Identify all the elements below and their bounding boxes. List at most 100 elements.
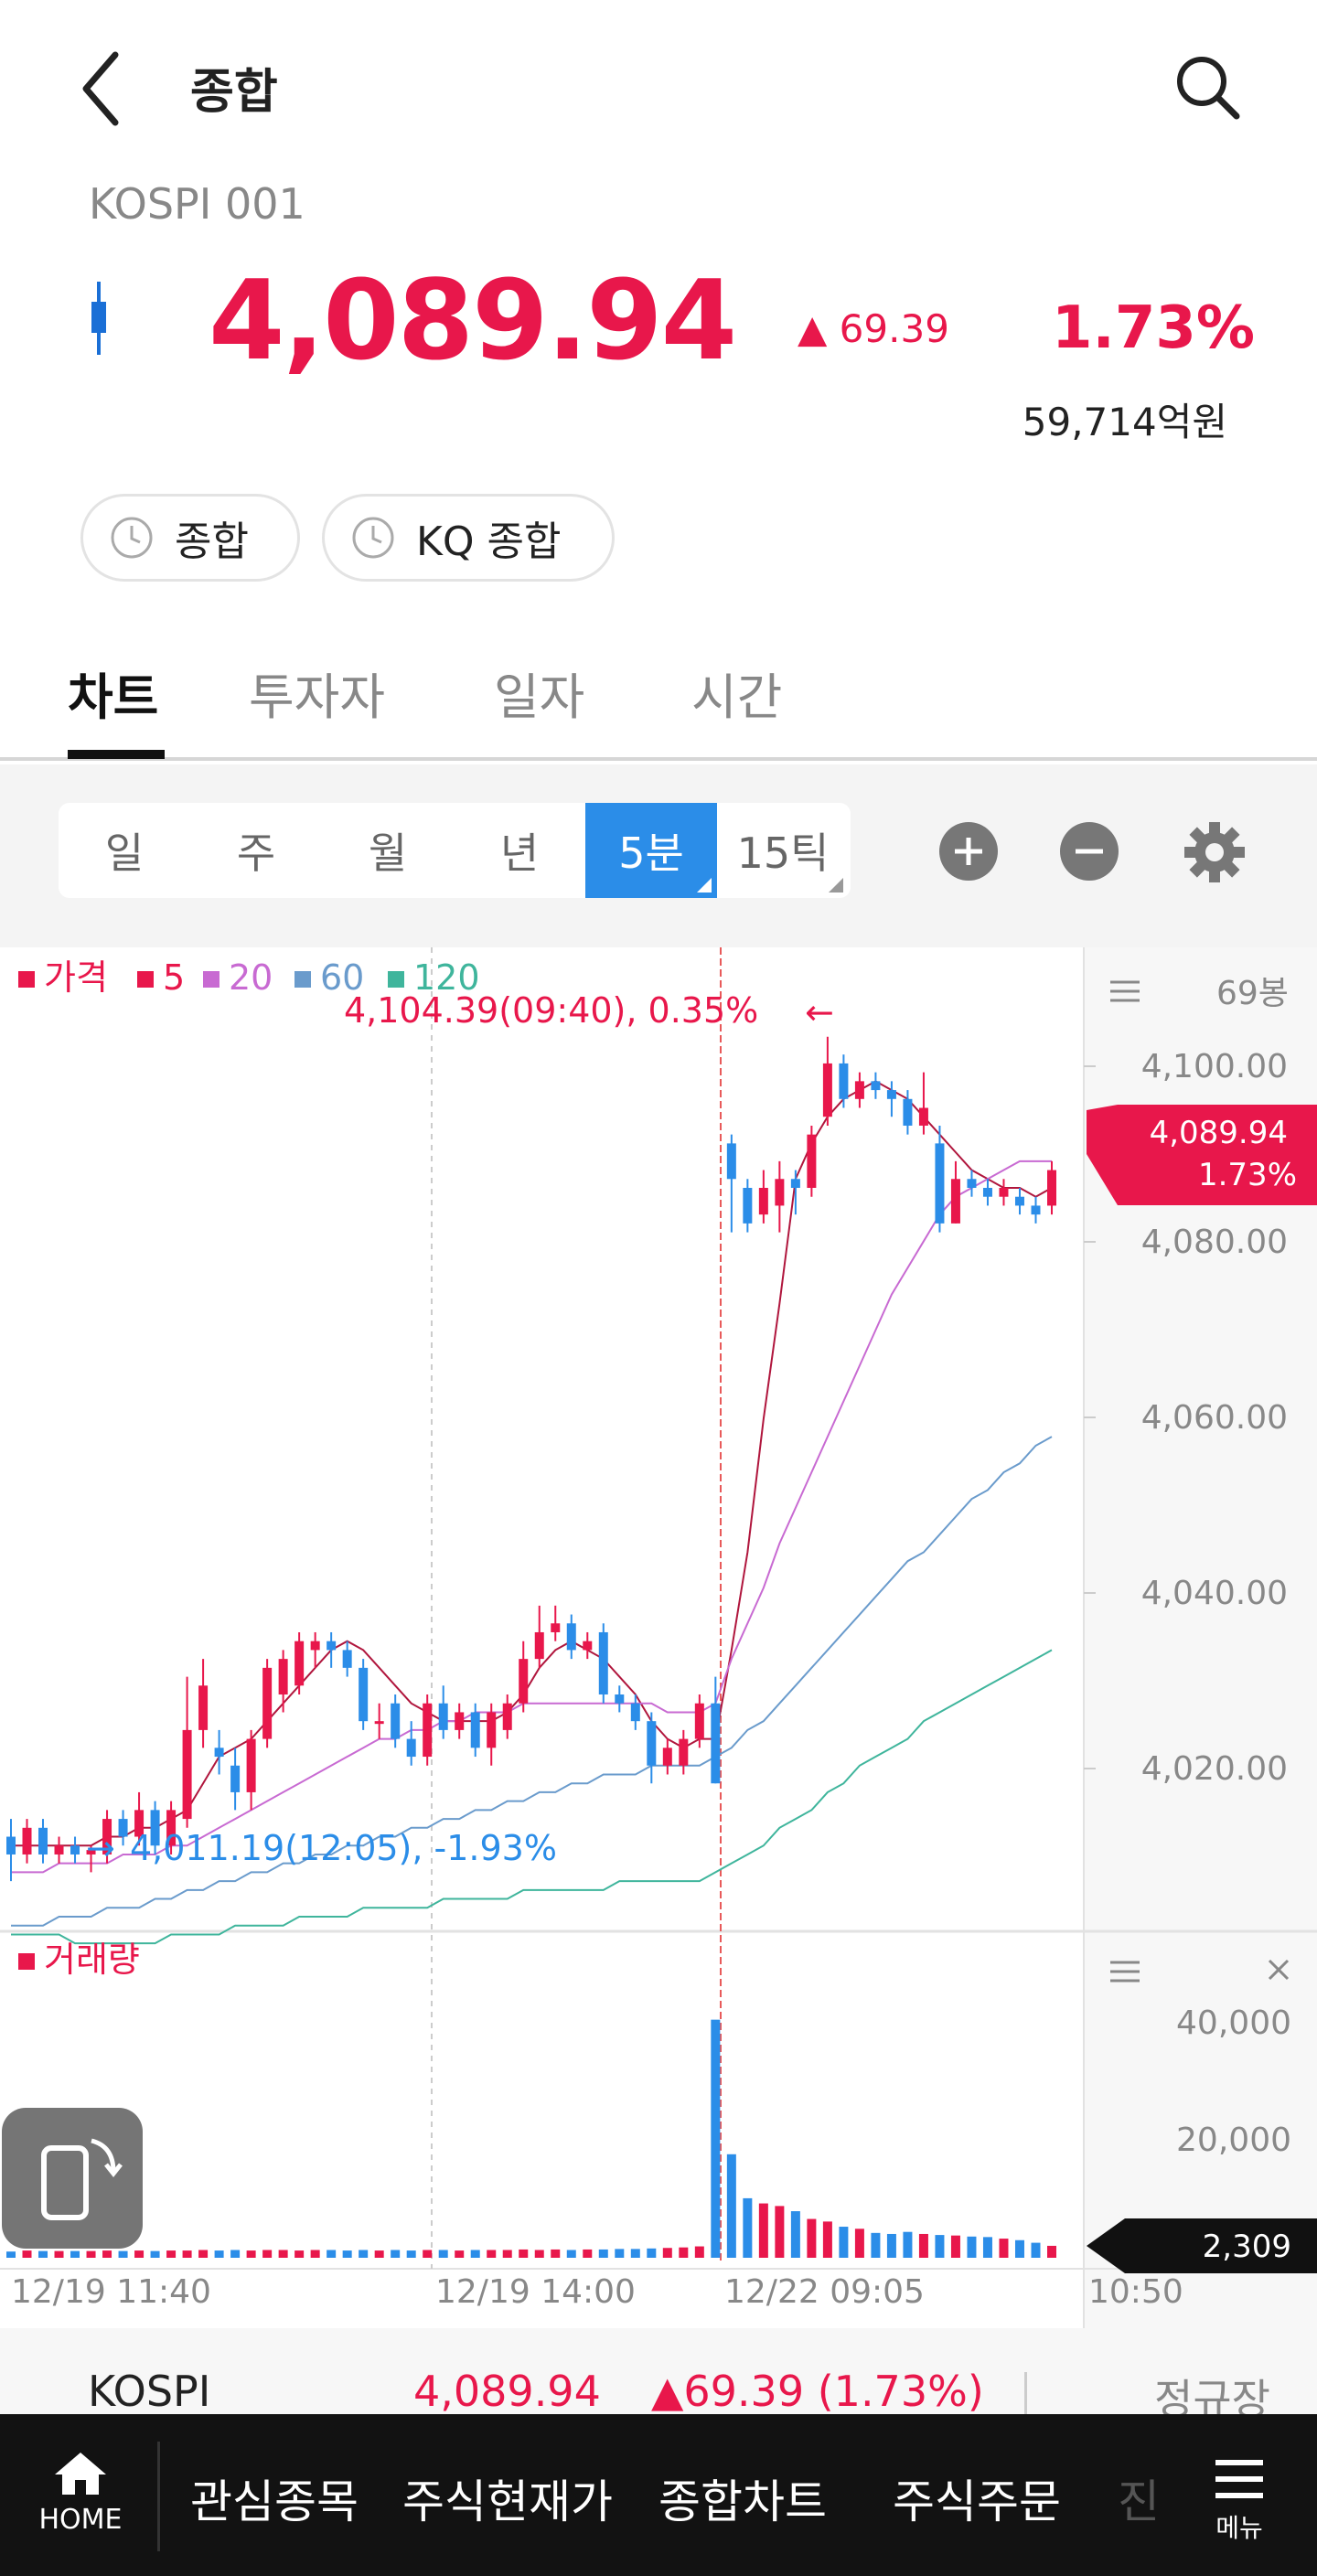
low-annotation: 4,011.19(12:05), -1.93% xyxy=(130,1828,557,1868)
volume-bar xyxy=(583,2249,593,2258)
candle-body xyxy=(278,1659,288,1695)
divider xyxy=(1024,2372,1027,2418)
tab-chart[interactable]: 차트 xyxy=(68,668,159,726)
period-month[interactable]: 월 xyxy=(322,803,454,898)
volume-bar xyxy=(854,2229,864,2258)
volume-bar xyxy=(950,2235,960,2258)
candle-body xyxy=(999,1187,1009,1197)
period-day[interactable]: 일 xyxy=(59,803,190,898)
volume-bar xyxy=(982,2237,992,2258)
candle-body xyxy=(86,1850,96,1855)
candle-body xyxy=(374,1721,384,1725)
zoom-in-icon[interactable] xyxy=(938,821,999,882)
vol-tick: 40,000 xyxy=(1176,2004,1291,2042)
current-price-label: 4,089.94 xyxy=(1150,1115,1288,1151)
active-tab-indicator xyxy=(68,750,165,759)
volume-menu-icon[interactable] xyxy=(1110,1961,1140,1983)
nav-more[interactable]: 진 xyxy=(1118,2475,1160,2528)
chip-kq-composite[interactable]: KQ 종합 xyxy=(322,494,615,582)
candle-body xyxy=(294,1641,305,1686)
tab-time[interactable]: 시간 xyxy=(691,668,783,726)
candle-body xyxy=(455,1712,465,1730)
close-volume-icon[interactable] xyxy=(1268,1959,1290,1981)
chart-menu-icon[interactable] xyxy=(1110,980,1140,1002)
nav-watchlist[interactable]: 관심종목 xyxy=(190,2475,359,2528)
volume-bar xyxy=(294,2250,305,2258)
candle-body xyxy=(647,1721,657,1766)
ma60-line xyxy=(11,1436,1053,1927)
nav-separator xyxy=(157,2442,160,2551)
volume-bar xyxy=(694,2246,704,2258)
search-icon[interactable] xyxy=(1171,50,1244,123)
volume-bar xyxy=(886,2233,896,2258)
volume-bar xyxy=(342,2250,352,2258)
nav-stock-order[interactable]: 주식주문 xyxy=(893,2475,1061,2528)
current-price-tag xyxy=(1087,1105,1317,1205)
rotate-screen-button[interactable] xyxy=(2,2108,143,2249)
settings-gear-icon[interactable] xyxy=(1183,821,1246,883)
candle-body xyxy=(854,1081,864,1099)
candle-body xyxy=(406,1738,416,1758)
nav-home[interactable]: HOME xyxy=(35,2451,126,2551)
tab-investor[interactable]: 투자자 xyxy=(249,668,386,726)
volume-bar xyxy=(918,2233,928,2258)
volume-bar xyxy=(807,2218,817,2258)
chip-label: 종합 xyxy=(175,518,249,565)
volume-bar xyxy=(6,2251,16,2258)
candle-body xyxy=(950,1179,960,1224)
volume-bar xyxy=(310,2250,320,2258)
candle-body xyxy=(903,1098,913,1126)
period-year[interactable]: 년 xyxy=(454,803,585,898)
current-volume-tag xyxy=(1087,2218,1317,2273)
rotate-phone-icon xyxy=(41,2138,123,2220)
ma5-line xyxy=(11,1080,1053,1847)
period-15tick[interactable]: 15틱 xyxy=(717,803,849,898)
vol-tick: 20,000 xyxy=(1176,2122,1291,2159)
clock-icon xyxy=(352,517,394,559)
candle-body xyxy=(327,1641,337,1651)
candle-body xyxy=(70,1845,80,1855)
period-selector: 일 주 월 년 5분 15틱 xyxy=(59,803,851,898)
x-label: 12/19 14:00 xyxy=(435,2273,636,2311)
candles xyxy=(6,1036,1056,1882)
price-change-value: 69.39 xyxy=(839,306,949,351)
candlestick-chart[interactable]: 가격 5 20 60 120 69봉 4,104.39(09:40), 0.35… xyxy=(0,947,1317,2328)
nav-composite-chart[interactable]: 종합차트 xyxy=(658,2475,827,2528)
candle-body xyxy=(22,1827,32,1855)
period-label: 15틱 xyxy=(736,828,830,878)
candle-body xyxy=(438,1703,448,1730)
volume-bar xyxy=(327,2250,337,2258)
volume-bar xyxy=(278,2250,288,2258)
zoom-out-icon[interactable] xyxy=(1059,821,1119,882)
back-arrow-icon[interactable] xyxy=(75,48,130,130)
page-title: 종합 xyxy=(190,65,278,120)
tab-date[interactable]: 일자 xyxy=(494,668,585,726)
candle-body xyxy=(150,1810,160,1846)
candle-body xyxy=(807,1134,817,1188)
nav-menu[interactable]: 메뉴 xyxy=(1198,2456,1280,2557)
nav-current-price[interactable]: 주식현재가 xyxy=(402,2475,613,2528)
current-price: 4,089.94 xyxy=(209,258,737,385)
volume-bar xyxy=(775,2206,785,2258)
volume-bar xyxy=(38,2250,48,2258)
volume-bars xyxy=(6,2019,1056,2258)
nav-home-label: HOME xyxy=(38,2504,123,2536)
volume-bar xyxy=(935,2235,945,2258)
volume-bar xyxy=(262,2250,273,2258)
index-code: KOSPI 001 xyxy=(89,179,305,229)
period-5min[interactable]: 5분 xyxy=(585,803,717,898)
chip-label: KQ 종합 xyxy=(416,518,562,565)
candle-body xyxy=(230,1765,241,1792)
candle-body xyxy=(118,1819,128,1837)
period-week[interactable]: 주 xyxy=(190,803,322,898)
volume-bar xyxy=(647,2248,657,2258)
chart-area[interactable]: 가격 5 20 60 120 69봉 4,104.39(09:40), 0.35… xyxy=(0,947,1317,2328)
volume-bar xyxy=(726,2154,736,2258)
current-pct-label: 1.73% xyxy=(1198,1157,1297,1193)
candle-body xyxy=(359,1667,369,1722)
chip-composite[interactable]: 종합 xyxy=(80,494,300,582)
volume-bar xyxy=(487,2250,497,2258)
y-tick: 4,080.00 xyxy=(1141,1224,1288,1261)
low-arrow-icon: → xyxy=(86,1828,115,1868)
candle-body xyxy=(679,1738,689,1766)
